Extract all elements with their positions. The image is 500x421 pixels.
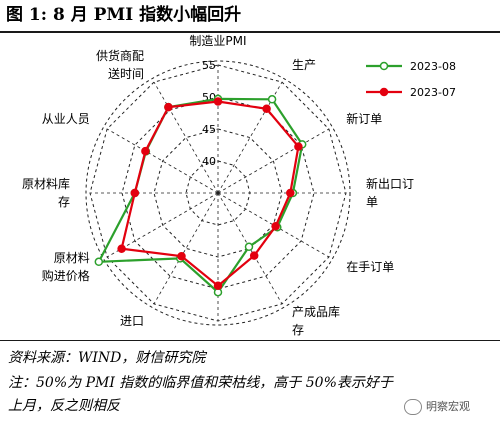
grid-ring-45 [153, 128, 283, 258]
title-rule [0, 31, 500, 33]
axis-label: 原材料 [54, 251, 90, 265]
grid-spoke [153, 192, 219, 305]
watermark-text: 明察宏观 [426, 400, 470, 413]
caption-rule [0, 340, 500, 341]
footnote-line-2: 上月，反之则相反 [8, 398, 120, 414]
axis-label: 制造业PMI [189, 34, 246, 48]
series-point-2023-07 [177, 251, 186, 261]
axis-label: 新出口订 [366, 176, 414, 191]
legend-marker-2023-08 [379, 61, 389, 71]
series-point-2023-08 [244, 242, 254, 252]
outer-grid-circle [85, 60, 351, 326]
r-tick-label: 45 [202, 123, 216, 136]
axis-label: 存 [292, 323, 304, 337]
axis-label: 单 [366, 195, 378, 209]
series-point-2023-08 [267, 95, 277, 104]
series-point-2023-07 [249, 251, 259, 260]
series-line-2023-08 [96, 97, 304, 294]
figure-title: 图 1: 8 月 PMI 指数小幅回升 [6, 5, 242, 25]
series-point-2023-07 [262, 104, 271, 114]
axis-label: 从业人员 [42, 112, 90, 126]
series-point-2023-07 [213, 281, 223, 291]
axis-label: 在手订单 [346, 260, 394, 274]
series-point-2023-07 [271, 222, 280, 231]
axis-label: 购进价格 [42, 268, 90, 283]
legend-label: 2023-07 [410, 86, 456, 99]
series-point-2023-07 [117, 244, 126, 253]
axis-label: 原材料库 [22, 176, 70, 191]
axis-label: 新订单 [346, 111, 382, 126]
source-note: 资料来源：WIND，财信研究院 [8, 350, 206, 366]
wechat-icon [404, 399, 422, 415]
axis-label: 送时间 [108, 66, 144, 81]
footnote-line-1: 注：50%为 PMI 指数的临界值和荣枯线，高于 50%表示好于 [8, 375, 393, 391]
axis-label: 供货商配 [96, 48, 144, 63]
axis-label: 产成品库 [292, 304, 340, 319]
series-point-2023-07 [286, 188, 295, 198]
radar-chart: 40455055制造业PMI生产新订单新出口订单在手订单产成品库存采购量进口原材… [22, 34, 456, 340]
axis-label: 生产 [292, 58, 316, 72]
series-point-2023-07 [130, 188, 140, 198]
series-point-2023-07 [213, 97, 223, 106]
watermark: 明察宏观 [404, 397, 496, 417]
legend-marker-2023-07 [379, 87, 389, 97]
axis-label: 采购量 [200, 339, 236, 340]
legend-label: 2023-08 [410, 60, 456, 73]
r-tick-label: 55 [202, 59, 216, 72]
axis-label: 进口 [120, 314, 144, 328]
axis-label: 存 [58, 195, 70, 209]
series-point-2023-08 [94, 257, 104, 267]
series-point-2023-07 [294, 142, 303, 151]
r-tick-label: 40 [202, 155, 216, 168]
series-point-2023-07 [164, 102, 173, 112]
series-point-2023-07 [141, 146, 150, 156]
